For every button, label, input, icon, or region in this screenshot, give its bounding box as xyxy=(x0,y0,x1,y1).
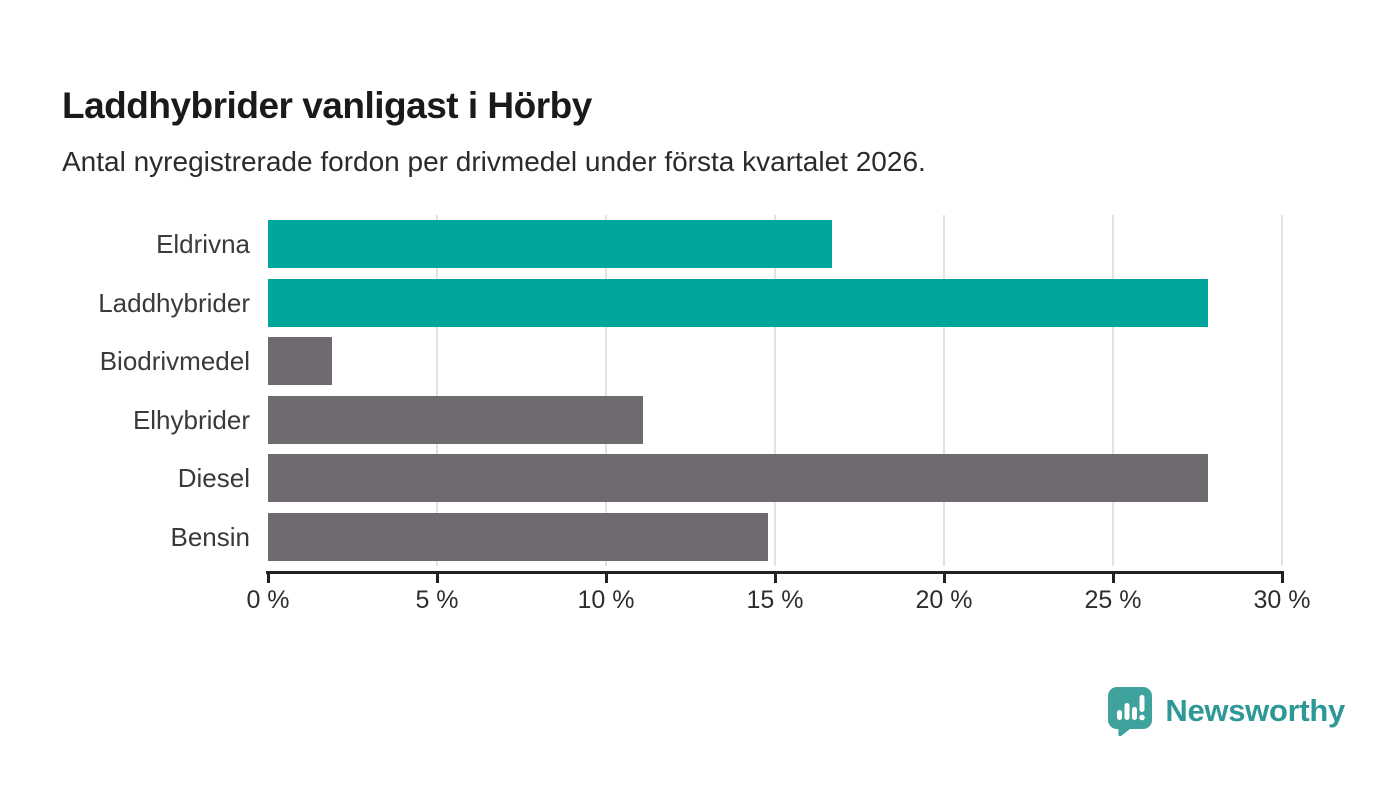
gridline-20 xyxy=(943,215,945,566)
bar-row-eldrivna: Eldrivna xyxy=(156,215,1282,274)
x-tick-5 xyxy=(435,571,439,583)
chart-bar-eldrivna xyxy=(268,220,833,268)
x-tick-label-20: 20 % xyxy=(915,586,973,614)
chart-bar-bensin xyxy=(268,512,769,561)
x-tick-10 xyxy=(604,571,608,583)
chart-bar-elhybrider xyxy=(268,395,644,444)
bar-row-bensin: Bensin xyxy=(171,508,1282,567)
category-label: Diesel xyxy=(177,463,250,493)
chart-bar-laddhybrider xyxy=(268,278,1208,327)
chart-title: Laddhybrider vanligast i Hörby xyxy=(62,84,592,126)
logo-text: Newsworthy xyxy=(1165,693,1345,728)
x-tick-30 xyxy=(1280,571,1284,583)
x-tick-0 xyxy=(266,571,270,583)
bar-row-laddhybrider: Laddhybrider xyxy=(98,274,1282,333)
x-tick-label-25: 25 % xyxy=(1084,586,1142,614)
x-tick-label-5: 5 % xyxy=(415,586,459,614)
x-tick-label-0: 0 % xyxy=(246,586,290,614)
chart-bar-biodrivmedel xyxy=(268,337,333,385)
x-tick-15 xyxy=(773,571,777,583)
gridline-5 xyxy=(436,215,438,566)
category-label: Biodrivmedel xyxy=(99,346,250,376)
gridline-15 xyxy=(774,215,776,566)
category-label: Elhybrider xyxy=(132,404,250,435)
x-tick-25 xyxy=(1111,571,1115,583)
bar-chart-pin-icon xyxy=(1108,687,1153,736)
chart-subtitle: Antal nyregistrerade fordon per drivmede… xyxy=(62,146,926,177)
bar-row-diesel: Diesel xyxy=(178,449,1282,508)
category-label: Bensin xyxy=(170,521,251,552)
gridline-25 xyxy=(1112,215,1114,566)
category-label: Eldrivna xyxy=(156,229,250,259)
bar-row-biodrivmedel: Biodrivmedel xyxy=(100,332,1282,391)
x-tick-20 xyxy=(942,571,946,583)
x-tick-label-30: 30 % xyxy=(1253,586,1311,614)
x-tick-label-10: 10 % xyxy=(577,586,635,614)
x-tick-label-15: 15 % xyxy=(746,586,804,614)
category-label: Laddhybrider xyxy=(98,287,250,318)
bar-row-elhybrider: Elhybrider xyxy=(133,391,1282,450)
newsworthy-logo: Newsworthy xyxy=(1107,686,1345,736)
gridline-30 xyxy=(1281,215,1283,566)
plot-area: Eldrivna Laddhybrider Biodrivmedel Elhybrid… xyxy=(98,215,1283,567)
chart-bar-diesel xyxy=(268,454,1208,502)
gridline-10 xyxy=(605,215,607,566)
